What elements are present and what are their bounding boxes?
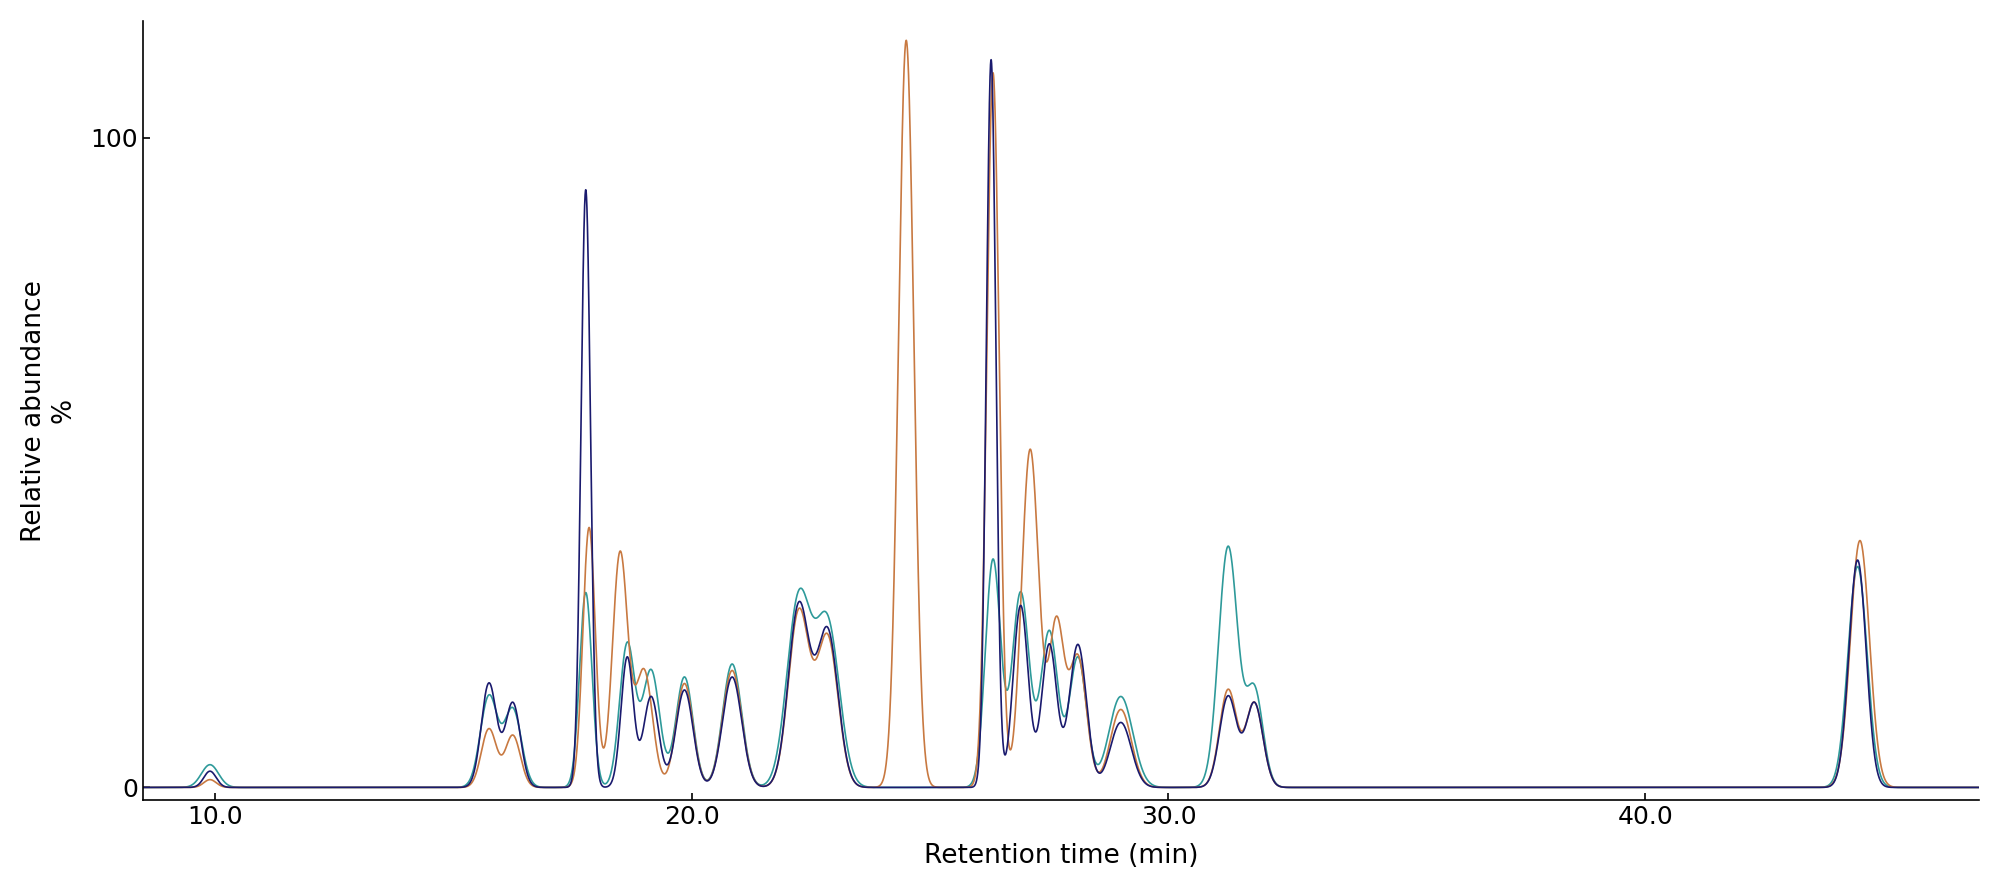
Y-axis label: Relative abundance
%: Relative abundance % [20,279,76,541]
X-axis label: Retention time (min): Retention time (min) [924,843,1198,870]
